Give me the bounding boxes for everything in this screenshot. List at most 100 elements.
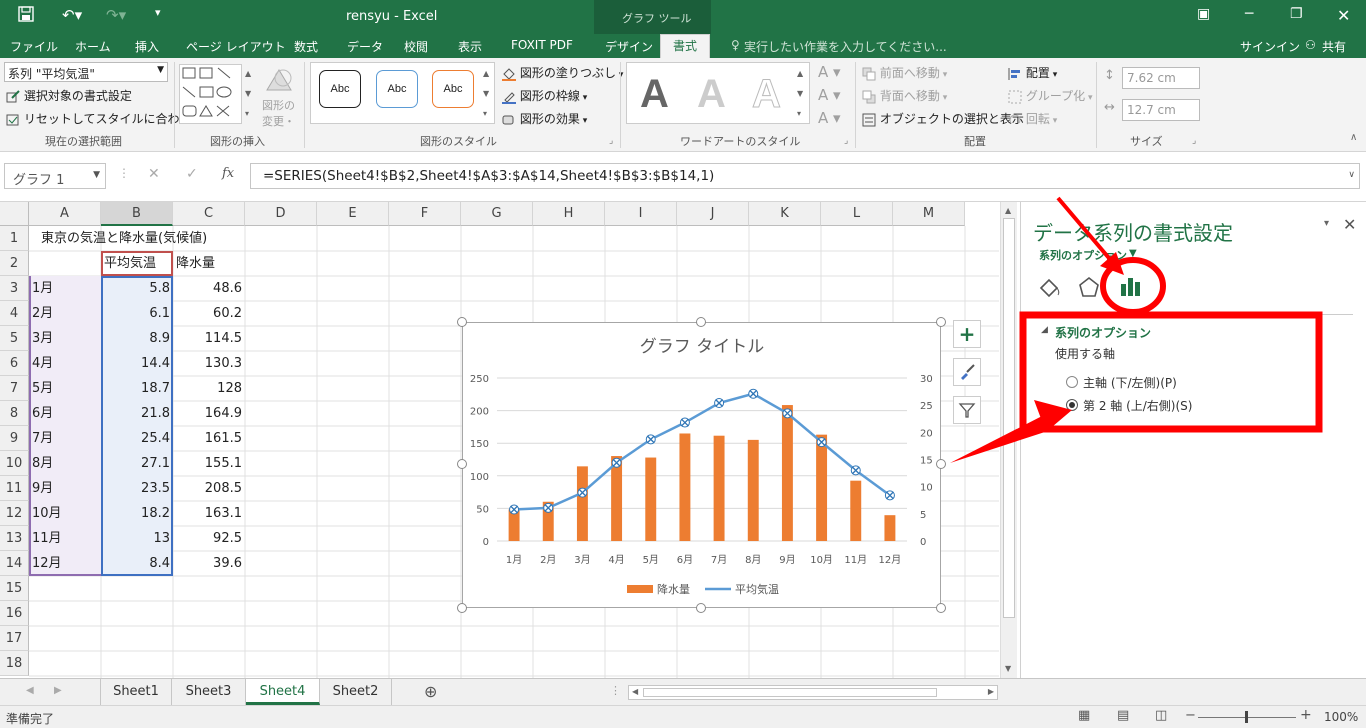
resize-handle[interactable] xyxy=(696,603,706,613)
collapse-ribbon-icon[interactable]: ∧ xyxy=(1350,132,1358,143)
row-header[interactable]: 12 xyxy=(0,501,29,526)
row-header[interactable]: 3 xyxy=(0,276,29,301)
change-shape-button[interactable]: 図形の 変更・ xyxy=(262,64,295,129)
row-header[interactable]: 18 xyxy=(0,651,29,676)
secondary-axis-radio[interactable] xyxy=(1066,399,1078,411)
cell-temp[interactable]: 21.8 xyxy=(141,406,170,421)
prev-sheet-icon[interactable]: ◀ xyxy=(26,685,34,696)
zoom-slider-thumb[interactable] xyxy=(1245,711,1248,723)
restore-icon[interactable]: ❐ xyxy=(1290,6,1303,22)
resize-handle[interactable] xyxy=(936,603,946,613)
cell-temp[interactable]: 8.9 xyxy=(149,331,170,346)
cell-rain[interactable]: 114.5 xyxy=(204,331,242,346)
page-break-view-icon[interactable]: ◫ xyxy=(1155,708,1168,723)
secondary-axis-label[interactable]: 第 2 軸 (上/右側)(S) xyxy=(1083,399,1193,413)
cell-title[interactable]: 東京の気温と降水量(気候値) xyxy=(41,231,208,246)
minimize-icon[interactable]: ─ xyxy=(1245,6,1254,22)
zoom-level[interactable]: 100% xyxy=(1324,710,1359,724)
pane-close-icon[interactable]: ✕ xyxy=(1343,215,1357,234)
normal-view-icon[interactable]: ▦ xyxy=(1078,708,1091,723)
redo-icon[interactable]: ↷▾ xyxy=(106,6,127,24)
row-header[interactable]: 8 xyxy=(0,401,29,426)
row-header[interactable]: 15 xyxy=(0,576,29,601)
column-header[interactable]: B xyxy=(101,202,173,226)
combo-chart[interactable]: グラフ タイトル 0 50 100 150 200 250 0 5 10 15 20 25 30 1月 2月 3… xyxy=(462,322,941,608)
resize-handle[interactable] xyxy=(936,317,946,327)
sheet-tab-sheet3[interactable]: Sheet3 xyxy=(172,679,246,705)
sheet-tab-sheet4[interactable]: Sheet4 xyxy=(246,679,320,705)
tab-formulas[interactable]: 数式 xyxy=(294,40,319,54)
tell-me-box[interactable]: 実行したい作業を入力してください... xyxy=(744,40,947,54)
horizontal-scrollbar[interactable]: ◀ ▶ xyxy=(628,685,998,700)
cell-month[interactable]: 10月 xyxy=(32,506,62,521)
column-header[interactable]: J xyxy=(677,202,749,226)
column-header[interactable]: G xyxy=(461,202,533,226)
cell-rain[interactable]: 164.9 xyxy=(204,406,242,421)
shape-style-3[interactable]: Abc xyxy=(432,70,474,108)
cell-month[interactable]: 4月 xyxy=(32,356,54,371)
cell-temp[interactable]: 5.8 xyxy=(149,281,170,296)
wordart-style-1[interactable]: A xyxy=(640,72,669,116)
shape-style-1[interactable]: Abc xyxy=(319,70,361,108)
page-layout-view-icon[interactable]: ▤ xyxy=(1117,708,1130,723)
group-button[interactable]: グループ化 ▾ xyxy=(1008,87,1093,104)
cell-rain[interactable]: 92.5 xyxy=(213,531,242,546)
collapse-triangle-icon[interactable]: ◢ xyxy=(1041,325,1048,335)
row-header[interactable]: 1 xyxy=(0,226,29,251)
row-header[interactable]: 5 xyxy=(0,326,29,351)
customize-qat-icon[interactable]: ▾ xyxy=(155,6,161,19)
cell-header-rain[interactable]: 降水量 xyxy=(176,256,216,271)
cell-temp[interactable]: 23.5 xyxy=(141,481,170,496)
sheet-tab-sheet1[interactable]: Sheet1 xyxy=(100,679,172,705)
format-selection-button[interactable]: 選択対象の書式設定 xyxy=(6,87,132,104)
reset-style-button[interactable]: リセットしてスタイルに合わせる xyxy=(6,110,203,127)
cell-temp[interactable]: 13 xyxy=(153,531,170,546)
tab-page-layout[interactable]: ページ レイアウト xyxy=(186,40,286,54)
tab-design[interactable]: デザイン xyxy=(605,40,654,54)
close-icon[interactable]: ✕ xyxy=(1337,6,1351,25)
dialog-launcher-icon[interactable]: ⌟ xyxy=(609,136,614,146)
series-options-chart-icon[interactable] xyxy=(1119,274,1143,301)
shapes-gallery[interactable] xyxy=(179,64,242,124)
shape-style-2[interactable]: Abc xyxy=(376,70,418,108)
cell-rain[interactable]: 60.2 xyxy=(213,306,242,321)
undo-icon[interactable]: ↶▾ xyxy=(62,6,83,24)
row-header[interactable]: 17 xyxy=(0,626,29,651)
row-header[interactable]: 13 xyxy=(0,526,29,551)
sheet-tab-sheet2[interactable]: Sheet2 xyxy=(320,679,392,705)
cell-rain[interactable]: 161.5 xyxy=(204,431,242,446)
section-series-options[interactable]: 系列のオプション xyxy=(1055,326,1152,340)
tab-foxit-pdf[interactable]: FOXIT PDF xyxy=(511,38,573,52)
formula-input[interactable]: =SERIES(Sheet4!$B$2,Sheet4!$A$3:$A$14,Sh… xyxy=(250,163,1360,189)
chart-filters-button[interactable] xyxy=(953,396,981,424)
wordart-scroll[interactable]: ▲ ▼ ▾ xyxy=(797,69,804,118)
column-header[interactable]: E xyxy=(317,202,389,226)
pane-options-icon[interactable]: ▾ xyxy=(1324,218,1330,229)
scroll-thumb[interactable] xyxy=(1003,218,1015,618)
split-handle-icon[interactable]: ⋮ xyxy=(610,684,621,697)
enter-icon[interactable]: ✓ xyxy=(186,166,198,182)
tab-data[interactable]: データ xyxy=(347,40,384,54)
cell-month[interactable]: 12月 xyxy=(32,556,62,571)
tab-review[interactable]: 校閲 xyxy=(404,40,429,54)
wordart-style-3[interactable]: A xyxy=(752,72,782,117)
resize-handle[interactable] xyxy=(457,317,467,327)
row-header[interactable]: 14 xyxy=(0,551,29,576)
cell-month[interactable]: 8月 xyxy=(32,456,54,471)
cell-rain[interactable]: 39.6 xyxy=(213,556,242,571)
chart-styles-button[interactable] xyxy=(953,358,981,386)
cell-temp[interactable]: 27.1 xyxy=(141,456,170,471)
dialog-launcher-icon[interactable]: ⌟ xyxy=(844,136,849,146)
resize-handle[interactable] xyxy=(696,317,706,327)
column-header[interactable]: F xyxy=(389,202,461,226)
tab-view[interactable]: 表示 xyxy=(458,40,483,54)
column-header[interactable]: D xyxy=(245,202,317,226)
cell-temp[interactable]: 8.4 xyxy=(149,556,170,571)
text-outline-icon[interactable]: A ▾ xyxy=(818,86,841,104)
cell-rain[interactable]: 128 xyxy=(217,381,242,396)
cell-rain[interactable]: 155.1 xyxy=(204,456,242,471)
send-backward-button[interactable]: 背面へ移動 ▾ xyxy=(862,87,947,104)
styles-scroll[interactable]: ▲ ▼ ▾ xyxy=(483,69,490,118)
column-header[interactable]: A xyxy=(29,202,101,226)
resize-handle[interactable] xyxy=(457,459,467,469)
